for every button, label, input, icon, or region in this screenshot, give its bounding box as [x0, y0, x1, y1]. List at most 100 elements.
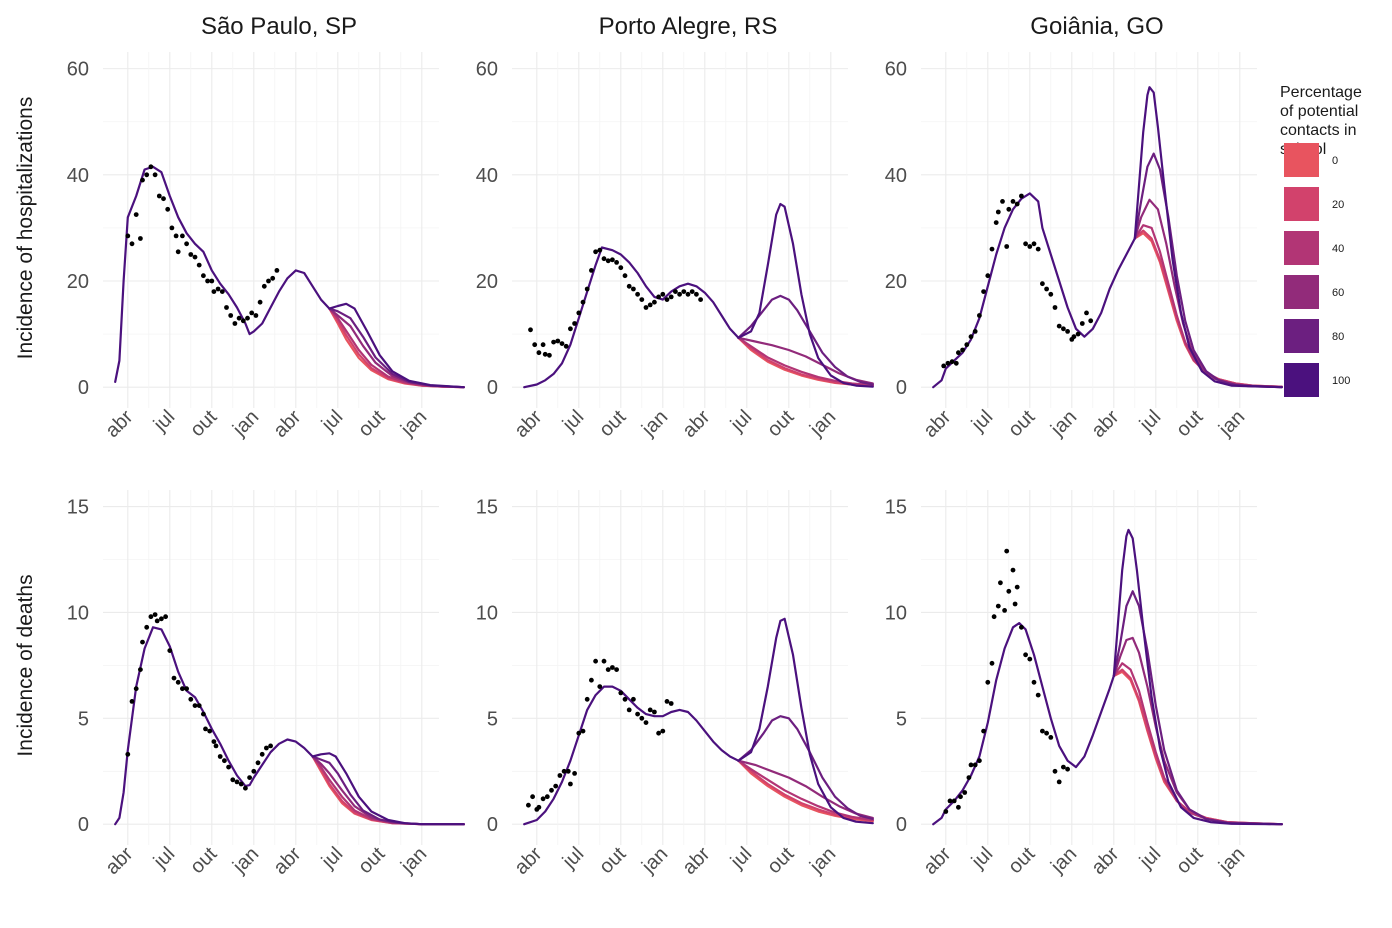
observed-point	[561, 768, 567, 774]
observed-point	[224, 305, 229, 310]
series-lines	[932, 86, 1283, 389]
observed-point	[240, 318, 246, 324]
observed-point	[958, 794, 963, 800]
observed-points	[125, 612, 273, 791]
observed-point	[167, 648, 173, 653]
observed-point	[1084, 310, 1089, 316]
x-tick-label: jul	[1135, 406, 1165, 436]
observed-point	[1023, 652, 1028, 658]
legend-swatch	[1284, 187, 1319, 221]
series-line-80	[1133, 152, 1283, 389]
row-title: Incidence of deaths	[14, 574, 37, 756]
series-lines	[114, 626, 465, 826]
grid	[512, 490, 848, 845]
observed-point	[1061, 764, 1066, 770]
x-tick-label: jan	[1046, 406, 1081, 441]
x-tick-label: out	[186, 406, 222, 442]
observed-point	[614, 260, 619, 265]
y-tick-label: 10	[67, 602, 89, 624]
observed-point	[188, 696, 194, 702]
y-tick-label: 15	[67, 497, 89, 519]
observed-point	[652, 709, 657, 715]
legend-label: 60	[1332, 287, 1344, 299]
observed-point	[945, 360, 951, 366]
grid	[103, 490, 439, 845]
x-tick-label: abr	[269, 406, 305, 442]
y-tick-label: 40	[885, 165, 907, 187]
observed-point	[568, 326, 573, 332]
observed-point	[1010, 567, 1016, 573]
observed-point	[234, 779, 240, 785]
observed-point	[1027, 244, 1033, 249]
legend-swatch	[1284, 143, 1319, 177]
observed-point	[668, 701, 674, 706]
observed-point	[547, 352, 552, 358]
observed-points	[528, 247, 703, 358]
x-tick-label: jan	[228, 406, 263, 441]
x-tick-label: jul	[149, 843, 179, 873]
observed-point	[1012, 601, 1018, 607]
observed-point	[1023, 241, 1028, 247]
observed-point	[230, 777, 236, 783]
observed-point	[159, 616, 164, 622]
y-tick-label: 0	[78, 814, 89, 836]
x-tick-label: abr	[919, 406, 955, 442]
x-tick-label: out	[1004, 843, 1040, 879]
observed-point	[152, 612, 158, 617]
observed-point	[209, 278, 215, 284]
x-tick-label: out	[763, 406, 799, 442]
y-tick-label: 40	[476, 165, 498, 187]
series-lines	[523, 617, 874, 826]
y-tick-label: 5	[78, 708, 89, 730]
observed-point	[542, 351, 548, 357]
series-line-20	[311, 755, 465, 826]
observed-point	[601, 658, 607, 664]
y-tick-label: 0	[896, 377, 907, 399]
observed-point	[652, 299, 657, 305]
observed-point	[144, 624, 150, 630]
y-tick-label: 15	[885, 497, 907, 519]
observed-point	[544, 794, 550, 800]
series-line-80	[737, 294, 874, 386]
x-tick-label: abr	[1087, 843, 1123, 879]
observed-point	[125, 233, 131, 239]
observed-point	[255, 760, 261, 766]
observed-point	[180, 686, 185, 692]
observed-point	[184, 686, 190, 692]
observed-point	[1006, 206, 1012, 212]
observed-point	[1027, 656, 1033, 662]
y-tick-label: 60	[885, 59, 907, 81]
observed-point	[972, 329, 978, 334]
observed-point	[618, 690, 624, 696]
y-tick-label: 0	[487, 814, 498, 836]
x-tick-label: jul	[149, 406, 179, 436]
observed-point	[639, 297, 645, 302]
observed-point	[180, 233, 185, 239]
observed-point	[261, 283, 267, 289]
observed-point	[689, 289, 695, 294]
observed-point	[981, 728, 986, 734]
observed-point	[998, 580, 1003, 586]
x-tick-label: out	[763, 843, 799, 879]
observed-point	[1044, 730, 1049, 736]
observed-point	[138, 236, 143, 241]
observed-point	[995, 603, 1001, 609]
observed-point	[995, 209, 1001, 215]
observed-point	[1031, 241, 1037, 247]
observed-point	[993, 220, 999, 226]
observed-point	[694, 291, 699, 297]
observed-point	[947, 798, 953, 804]
x-tick-label: abr	[101, 843, 137, 879]
observed-point	[148, 614, 154, 620]
observed-point	[968, 762, 974, 768]
observed-point	[589, 268, 594, 273]
observed-point	[247, 775, 253, 780]
observed-point	[626, 707, 632, 713]
y-tick-label: 60	[67, 59, 89, 81]
observed-point	[989, 246, 995, 252]
observed-point	[1048, 735, 1054, 740]
y-tick-label: 20	[67, 271, 89, 293]
observed-points	[125, 164, 280, 326]
observed-point	[584, 286, 590, 292]
